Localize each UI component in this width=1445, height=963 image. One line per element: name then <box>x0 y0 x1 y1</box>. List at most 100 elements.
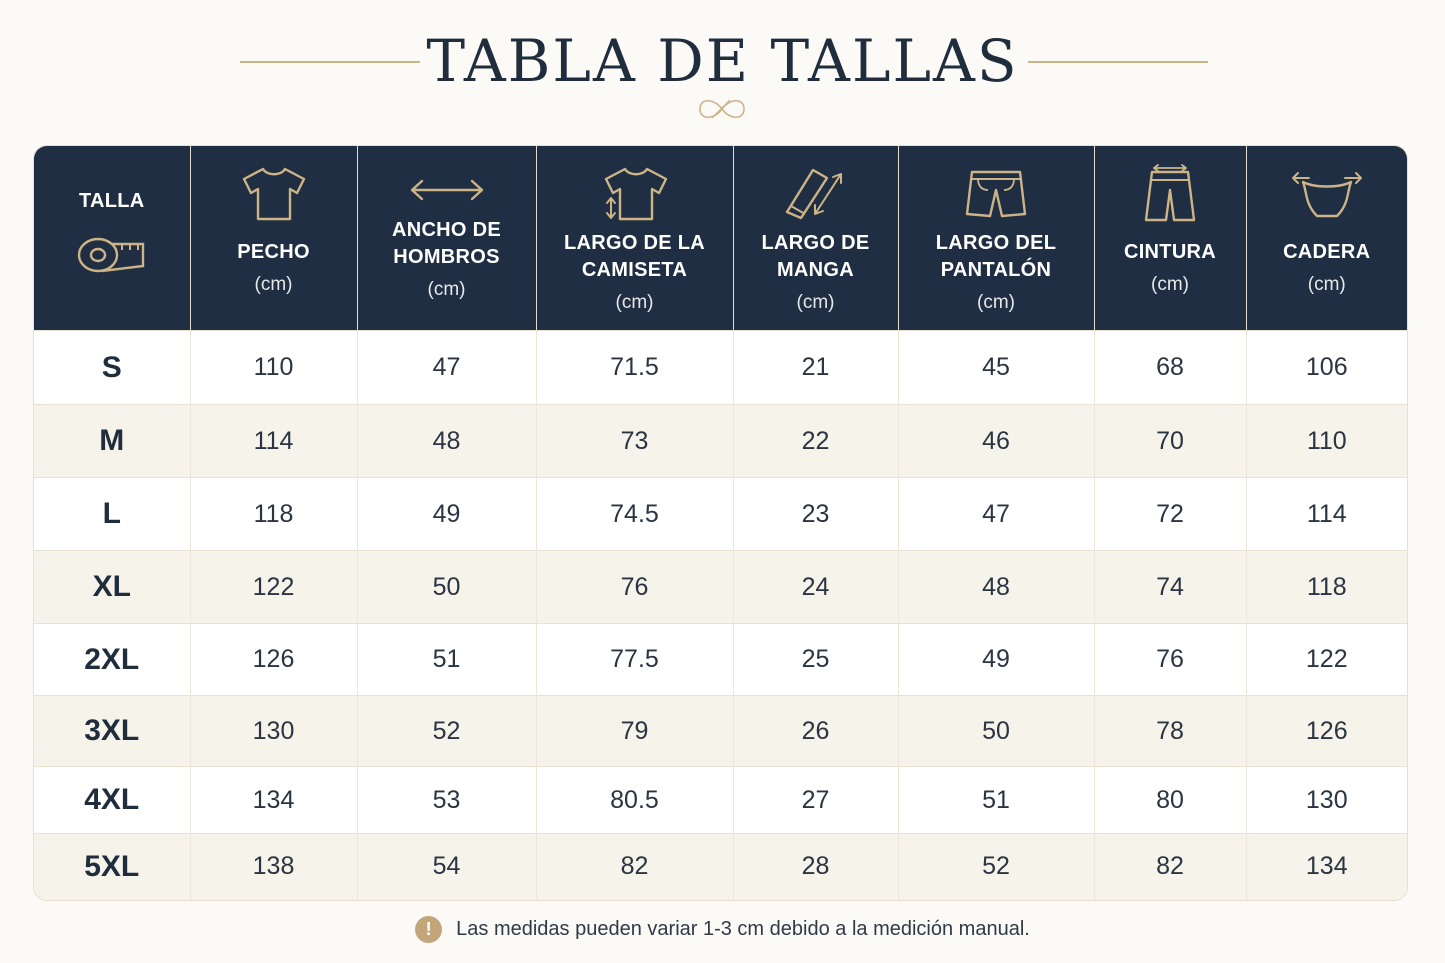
size-cell: M <box>34 404 191 478</box>
table-row: 4XL 134 53 80.5 27 51 80 130 <box>34 766 1407 834</box>
col-header-largo-pantalon: LARGO DEL PANTALÓN (cm) <box>898 146 1095 331</box>
value-cell: 126 <box>190 623 358 696</box>
value-cell: 49 <box>898 623 1095 696</box>
measuring-tape-icon <box>77 237 144 273</box>
value-cell: 114 <box>190 404 358 478</box>
col-header-pecho: PECHO (cm) <box>190 146 358 331</box>
value-cell: 72 <box>1094 477 1247 551</box>
value-cell: 50 <box>357 550 537 624</box>
size-table: TALLA PECHO (cm) <box>34 146 1407 900</box>
value-cell: 77.5 <box>536 623 734 696</box>
value-cell: 52 <box>898 833 1095 900</box>
header-label: CADERA <box>1283 241 1371 263</box>
waist-icon <box>1144 164 1196 222</box>
value-cell: 51 <box>898 766 1095 834</box>
value-cell: 23 <box>733 477 899 551</box>
value-cell: 22 <box>733 404 899 478</box>
value-cell: 82 <box>1094 833 1247 900</box>
value-cell: 80 <box>1094 766 1247 834</box>
value-cell: 130 <box>190 695 358 767</box>
header-label: TALLA <box>78 190 145 212</box>
header-unit: (cm) <box>977 292 1015 313</box>
table-row: XL 122 50 76 24 48 74 118 <box>34 550 1407 624</box>
col-header-ancho-hombros: ANCHO DE HOMBROS (cm) <box>357 146 537 331</box>
col-header-largo-manga: LARGO DE MANGA (cm) <box>733 146 899 331</box>
value-cell: 47 <box>357 330 537 405</box>
header-unit: (cm) <box>427 279 466 300</box>
value-cell: 70 <box>1094 404 1247 478</box>
table-row: 2XL 126 51 77.5 25 49 76 122 <box>34 623 1407 696</box>
value-cell: 25 <box>733 623 899 696</box>
tshirt-length-icon <box>604 167 667 221</box>
value-cell: 48 <box>898 550 1095 624</box>
value-cell: 122 <box>190 550 358 624</box>
size-table-card: TALLA PECHO (cm) <box>33 145 1408 901</box>
value-cell: 49 <box>357 477 537 551</box>
shorts-icon <box>965 170 1027 218</box>
size-cell: 5XL <box>34 833 191 900</box>
col-header-largo-camiseta: LARGO DE LA CAMISETA (cm) <box>536 146 734 331</box>
size-cell: XL <box>34 550 191 624</box>
value-cell: 52 <box>357 695 537 767</box>
col-header-cintura: CINTURA (cm) <box>1094 146 1247 331</box>
header-label: PANTALÓN <box>940 259 1052 281</box>
value-cell: 78 <box>1094 695 1247 767</box>
value-cell: 51 <box>357 623 537 696</box>
value-cell: 74.5 <box>536 477 734 551</box>
size-cell: 2XL <box>34 623 191 696</box>
value-cell: 134 <box>190 766 358 834</box>
size-cell: 3XL <box>34 695 191 767</box>
header-label: MANGA <box>776 259 855 281</box>
sleeve-icon <box>785 168 842 220</box>
size-cell: S <box>34 330 191 405</box>
title-section: TABLA DE TALLAS <box>0 20 1445 120</box>
value-cell: 26 <box>733 695 899 767</box>
value-cell: 74 <box>1094 550 1247 624</box>
value-cell: 118 <box>1246 550 1407 624</box>
table-row: 3XL 130 52 79 26 50 78 126 <box>34 695 1407 767</box>
value-cell: 47 <box>898 477 1095 551</box>
value-cell: 110 <box>190 330 358 405</box>
value-cell: 79 <box>536 695 734 767</box>
header-label: CAMISETA <box>581 259 688 281</box>
value-cell: 50 <box>898 695 1095 767</box>
value-cell: 76 <box>536 550 734 624</box>
hip-icon <box>1291 172 1362 218</box>
size-cell: L <box>34 477 191 551</box>
header-label: LARGO DE LA <box>563 232 706 254</box>
header-label: HOMBROS <box>393 246 500 268</box>
value-cell: 76 <box>1094 623 1247 696</box>
header-unit: (cm) <box>254 274 293 295</box>
value-cell: 54 <box>357 833 537 900</box>
title-rule-left <box>240 61 420 63</box>
value-cell: 106 <box>1246 330 1407 405</box>
value-cell: 28 <box>733 833 899 900</box>
header-unit: (cm) <box>796 292 835 313</box>
value-cell: 24 <box>733 550 899 624</box>
table-row: S 110 47 71.5 21 45 68 106 <box>34 330 1407 405</box>
header-row: TALLA PECHO (cm) <box>34 146 1407 331</box>
value-cell: 48 <box>357 404 537 478</box>
header-label: LARGO DE <box>761 232 870 254</box>
value-cell: 80.5 <box>536 766 734 834</box>
size-cell: 4XL <box>34 766 191 834</box>
value-cell: 82 <box>536 833 734 900</box>
header-unit: (cm) <box>1307 274 1346 295</box>
ornament-icon <box>699 99 745 119</box>
value-cell: 27 <box>733 766 899 834</box>
header-label: CINTURA <box>1123 241 1217 263</box>
tshirt-icon <box>242 167 305 221</box>
measurement-note: ! Las medidas pueden variar 1-3 cm debid… <box>0 914 1445 944</box>
value-cell: 68 <box>1094 330 1247 405</box>
value-cell: 126 <box>1246 695 1407 767</box>
value-cell: 130 <box>1246 766 1407 834</box>
page-title: TABLA DE TALLAS <box>426 27 1019 95</box>
double-arrow-icon <box>410 179 483 201</box>
value-cell: 110 <box>1246 404 1407 478</box>
table-row: M 114 48 73 22 46 70 110 <box>34 404 1407 478</box>
value-cell: 71.5 <box>536 330 734 405</box>
warning-icon: ! <box>415 915 443 943</box>
value-cell: 21 <box>733 330 899 405</box>
header-unit: (cm) <box>615 292 654 313</box>
value-cell: 73 <box>536 404 734 478</box>
